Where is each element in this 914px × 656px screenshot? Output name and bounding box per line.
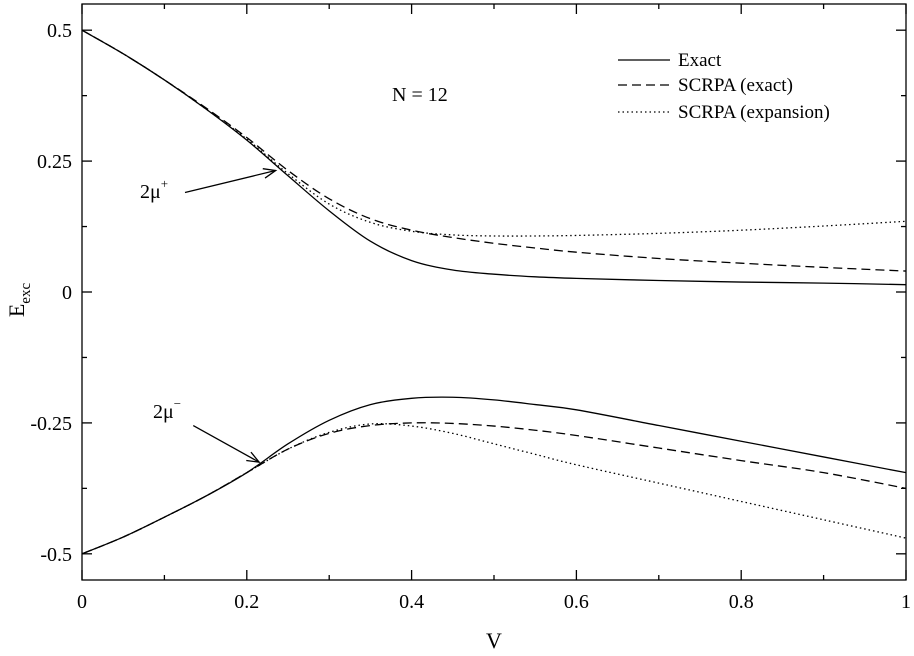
mu-minus-arrow bbox=[192, 424, 260, 463]
mu-minus-label-base: 2μ bbox=[153, 401, 174, 423]
mu-minus-annotation: 2μ− bbox=[153, 396, 261, 464]
x-axis-label: V bbox=[486, 628, 502, 653]
series-scrpa-expansion-upper bbox=[81, 29, 907, 237]
y-axis-ticks: -0.5 -0.25 0 0.25 0.5 bbox=[30, 20, 906, 566]
legend-label-scrpa-exact: SCRPA (exact) bbox=[678, 75, 793, 96]
mu-minus-label-sup: − bbox=[174, 396, 181, 411]
y-axis-label-main: E bbox=[4, 304, 29, 317]
x-tick-label: 0.2 bbox=[234, 591, 259, 613]
x-tick-label: 0.4 bbox=[399, 591, 424, 613]
y-axis-label: Eexc bbox=[4, 283, 34, 318]
y-tick-label: 0.5 bbox=[47, 20, 72, 42]
series-scrpa-expansion-lower bbox=[81, 422, 907, 555]
series-layer bbox=[81, 29, 907, 555]
legend-label-exact: Exact bbox=[678, 50, 722, 71]
x-tick-label: 0.6 bbox=[564, 591, 589, 613]
legend: Exact SCRPA (exact) SCRPA (expansion) bbox=[618, 50, 830, 123]
y-axis-label-sub: exc bbox=[18, 283, 34, 304]
x-tick-label: 0 bbox=[77, 591, 87, 613]
y-tick-label: 0.25 bbox=[37, 151, 72, 173]
x-tick-label: 0.8 bbox=[729, 591, 754, 613]
y-tick-label: 0 bbox=[62, 282, 72, 304]
mu-plus-arrowhead bbox=[262, 168, 278, 179]
series-scrpa-exact-lower bbox=[81, 422, 907, 555]
series-scrpa-exact-upper bbox=[81, 29, 907, 272]
mu-minus-label: 2μ− bbox=[153, 396, 181, 423]
legend-label-scrpa-expansion: SCRPA (expansion) bbox=[678, 102, 830, 123]
x-axis-ticks: 0 0.2 0.4 0.6 0.8 1 bbox=[77, 4, 911, 613]
y-tick-label: -0.5 bbox=[40, 544, 72, 566]
mu-plus-annotation: 2μ+ bbox=[140, 168, 278, 203]
mu-plus-label-sup: + bbox=[161, 176, 168, 191]
mu-plus-label-base: 2μ bbox=[140, 181, 161, 203]
series-exact-lower bbox=[81, 396, 907, 555]
y-tick-label: -0.25 bbox=[30, 413, 72, 435]
mu-plus-arrow bbox=[184, 169, 276, 194]
x-tick-label: 1 bbox=[901, 591, 911, 613]
mu-minus-arrowhead bbox=[246, 451, 261, 464]
mu-plus-label: 2μ+ bbox=[140, 176, 168, 203]
series-exact-upper bbox=[81, 29, 907, 286]
n-annotation: N = 12 bbox=[392, 84, 448, 106]
